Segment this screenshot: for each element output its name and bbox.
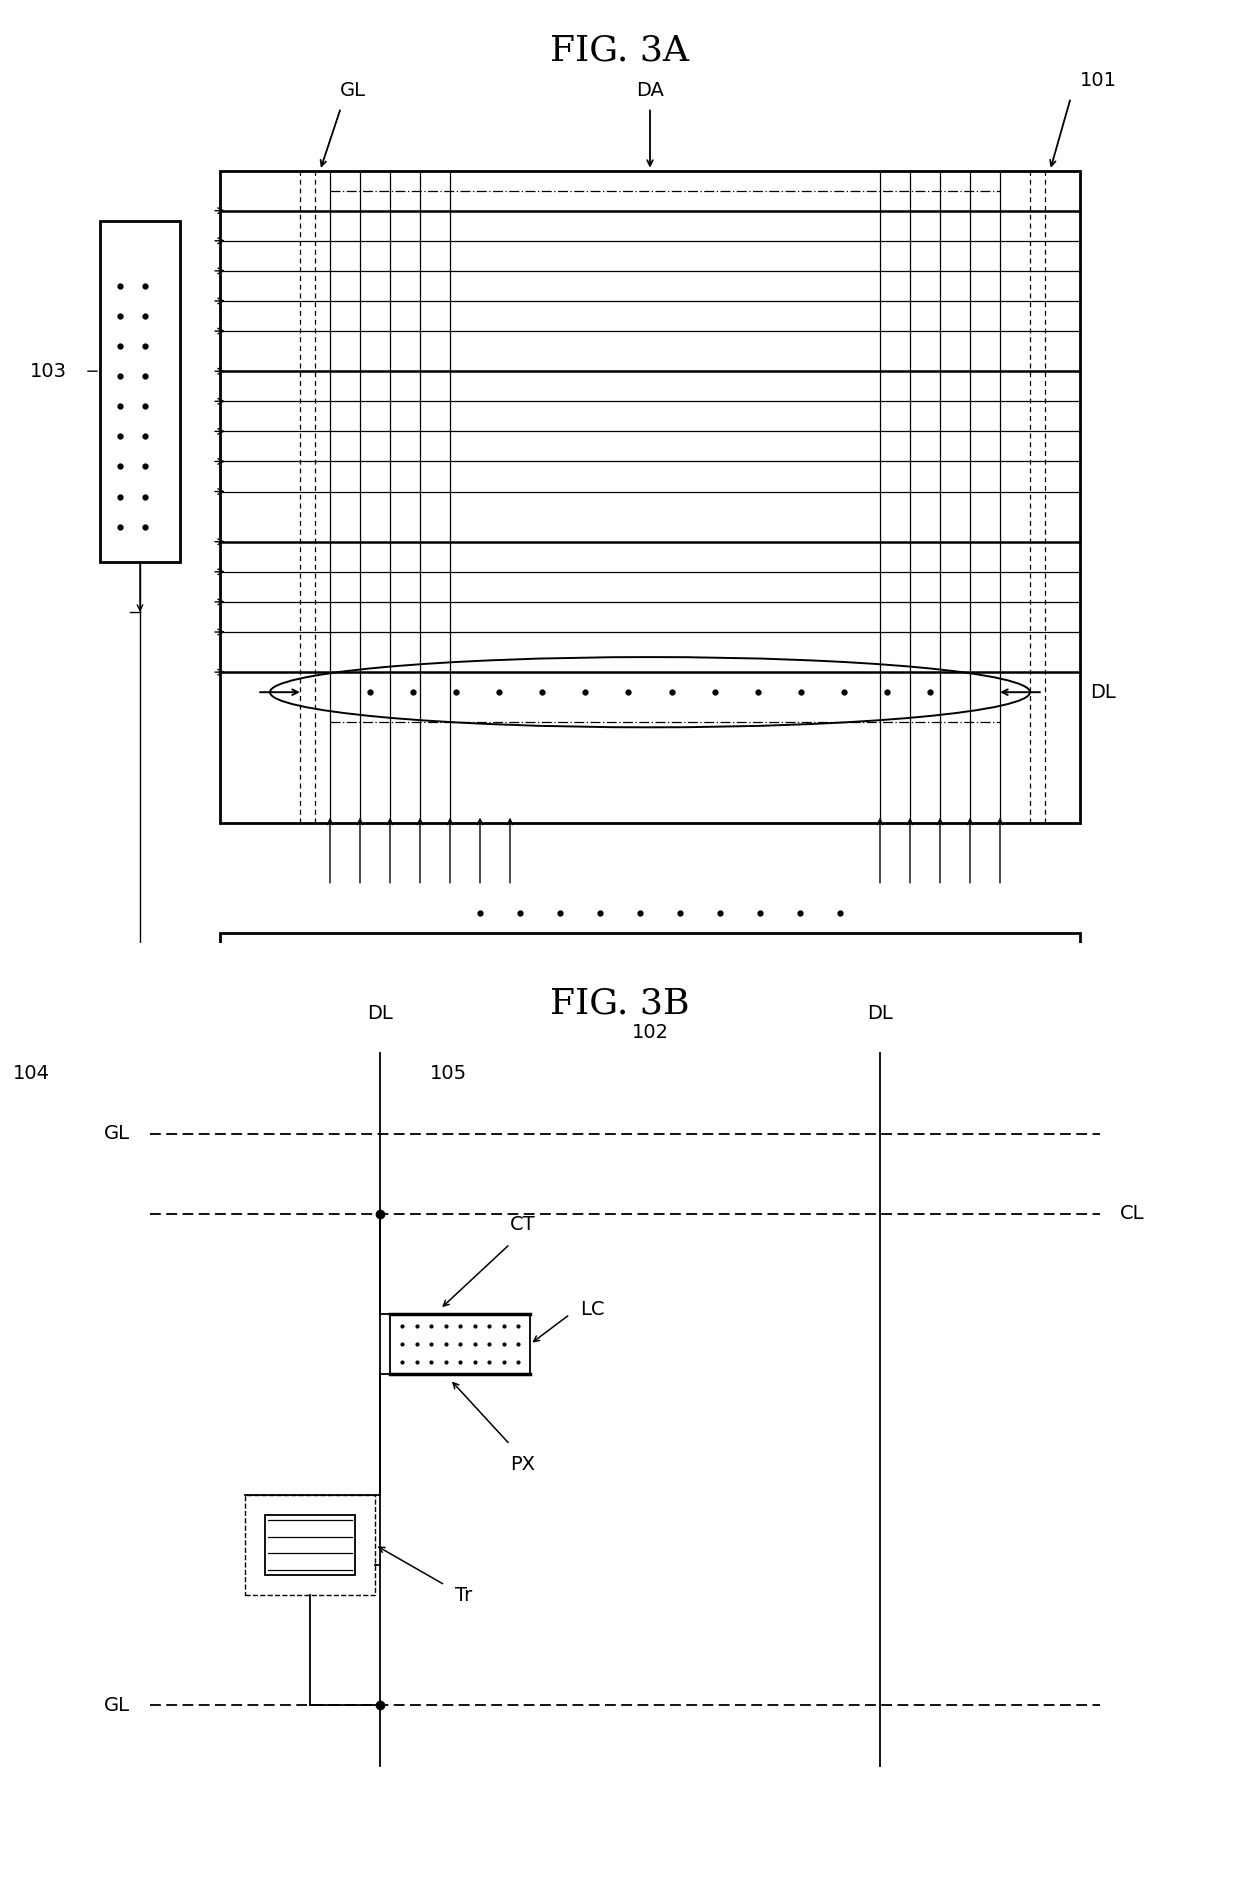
Text: 103: 103	[30, 362, 67, 381]
Text: FIG. 3B: FIG. 3B	[551, 986, 689, 1020]
Bar	[391, 1315, 529, 1375]
Text: 102: 102	[631, 1024, 668, 1043]
Text: 101: 101	[1080, 72, 1117, 91]
Text: LC: LC	[580, 1299, 605, 1318]
Text: FIG. 3A: FIG. 3A	[551, 34, 689, 68]
Bar	[100, 221, 180, 562]
Text: GL: GL	[104, 1696, 130, 1714]
Text: CT: CT	[510, 1215, 536, 1233]
Text: 104: 104	[12, 1064, 50, 1083]
Text: DL: DL	[867, 1003, 893, 1024]
Text: DL: DL	[367, 1003, 393, 1024]
Text: GL: GL	[104, 1124, 130, 1143]
Bar	[219, 170, 1080, 822]
Bar	[280, 1024, 420, 1124]
Text: Tr: Tr	[455, 1586, 472, 1605]
Text: 105: 105	[430, 1064, 467, 1083]
Bar	[246, 1496, 374, 1596]
Bar	[265, 1514, 355, 1575]
Bar	[219, 934, 1080, 994]
Text: DL: DL	[1090, 683, 1116, 702]
Bar	[60, 1024, 200, 1124]
Text: DA: DA	[636, 81, 663, 100]
Text: CL: CL	[1120, 1205, 1145, 1224]
Text: GL: GL	[340, 81, 366, 100]
Text: PX: PX	[510, 1454, 534, 1473]
